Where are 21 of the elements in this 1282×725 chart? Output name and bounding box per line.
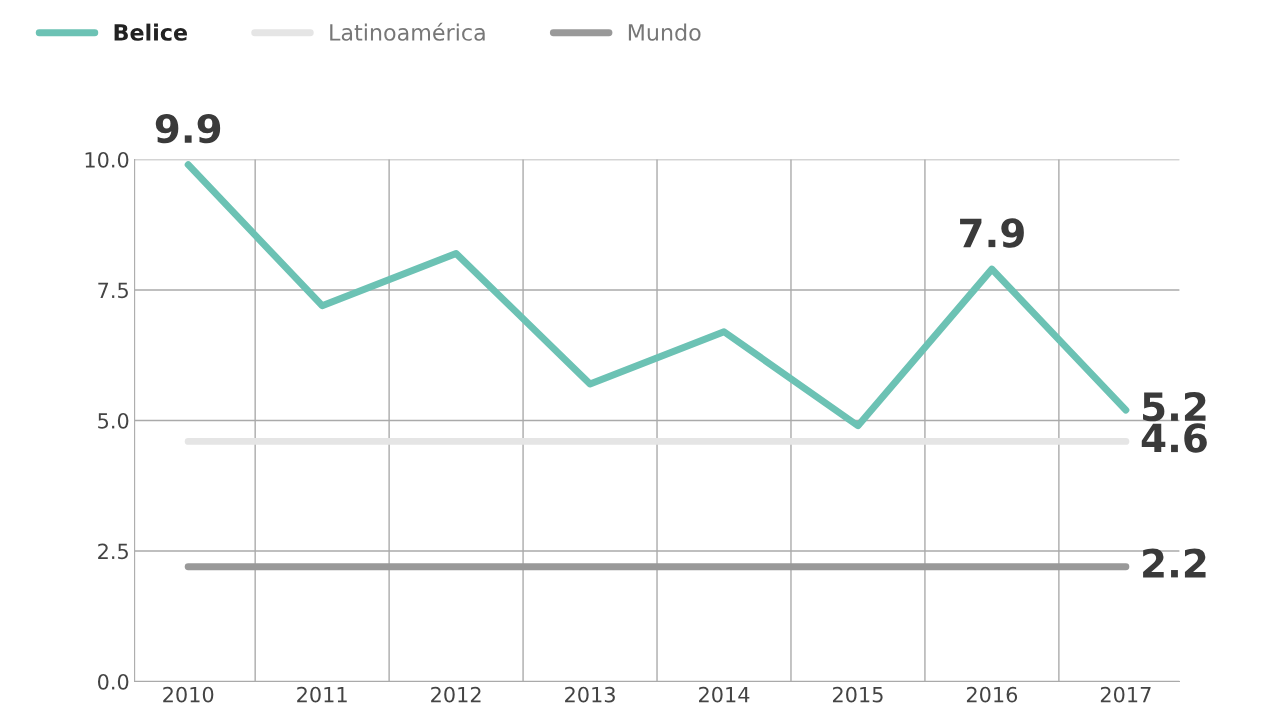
x-tick-label: 2013 [565,686,615,703]
x-tick-label: 2010 [163,686,214,703]
y-tick-label: 5.0 [98,412,129,429]
x-tick-label: 2017 [1100,686,1151,703]
y-tick-label: 10.0 [85,151,129,168]
legend-label: Latinoamérica [330,22,485,41]
x-tick-label: 2014 [699,686,750,703]
y-tick-label: 7.5 [98,282,128,299]
x-tick-label: 2011 [297,686,347,703]
data-label: 7.9 [960,218,1024,248]
x-tick-label: 2015 [832,686,883,703]
legend-label: Mundo [628,23,701,41]
y-tick-label: 0.0 [97,673,129,690]
legend-label: Belice [114,23,187,41]
data-label: 4.6 [1141,423,1207,453]
y-tick-label: 2.5 [98,543,128,560]
data-label: 5.2 [1143,391,1206,422]
data-label: 9.9 [155,113,221,144]
data-label: 2.2 [1143,548,1206,578]
x-tick-label: 2016 [966,686,1018,703]
x-tick-label: 2012 [431,686,481,703]
